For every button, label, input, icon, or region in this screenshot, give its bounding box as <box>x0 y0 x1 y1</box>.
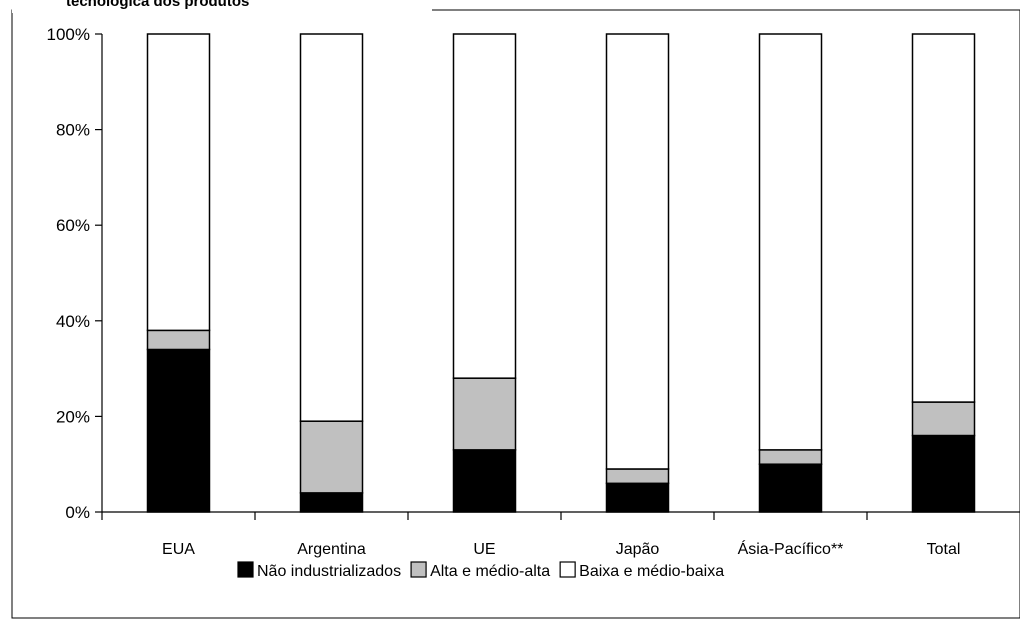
x-tick-label: Argentina <box>297 541 366 558</box>
x-tick-label: Ásia-Pacífico** <box>738 539 844 558</box>
y-tick-label: 100% <box>47 25 90 44</box>
plot-area: EUA Argentina UE Japão Ásia-Pacífico** Total 0… <box>47 25 1020 558</box>
bar-2-4 <box>605 468 670 485</box>
chart-title: tecnológica dos produtos <box>66 0 249 10</box>
bar-3-6 <box>911 33 976 403</box>
bar-3-2 <box>299 33 364 422</box>
x-tick-label: UE <box>473 541 495 558</box>
y-tick-label: 40% <box>56 312 90 331</box>
bar-3-4 <box>605 33 670 470</box>
x-tick-label: Japão <box>616 541 660 558</box>
legend-label-3: Baixa e médio-baixa <box>579 563 724 580</box>
bar-2-6 <box>911 401 976 437</box>
bar-1-5 <box>758 463 823 513</box>
bar-2-1 <box>146 329 211 351</box>
y-tick-label: 80% <box>56 121 90 140</box>
bar-3-5 <box>758 33 823 451</box>
bar-2-5 <box>758 449 823 465</box>
bar-1-2 <box>299 492 364 513</box>
bar-2-2 <box>299 420 364 494</box>
legend: Não industrializados Alta e médio-alta Bai… <box>237 561 724 580</box>
legend-label-1: Não industrializados <box>257 563 401 580</box>
bar-1-1 <box>146 348 211 513</box>
bar-3-1 <box>146 33 211 332</box>
chart-frame <box>11 9 1020 619</box>
bar-1-4 <box>605 482 670 513</box>
legend-swatch-3 <box>559 561 576 578</box>
bar-3-3 <box>452 33 517 379</box>
bar-1-3 <box>452 449 517 513</box>
y-tick-label: 60% <box>56 216 90 235</box>
x-tick-label: EUA <box>162 541 195 558</box>
legend-label-2: Alta e médio-alta <box>430 563 550 580</box>
x-tick-label: Total <box>927 541 961 558</box>
legend-swatch-1 <box>237 561 254 578</box>
bar-1-6 <box>911 434 976 513</box>
y-tick-label: 20% <box>56 407 90 426</box>
legend-swatch-2 <box>410 561 427 578</box>
title-mask <box>12 0 432 13</box>
bar-2-3 <box>452 377 517 451</box>
y-tick-label: 0% <box>65 503 90 522</box>
